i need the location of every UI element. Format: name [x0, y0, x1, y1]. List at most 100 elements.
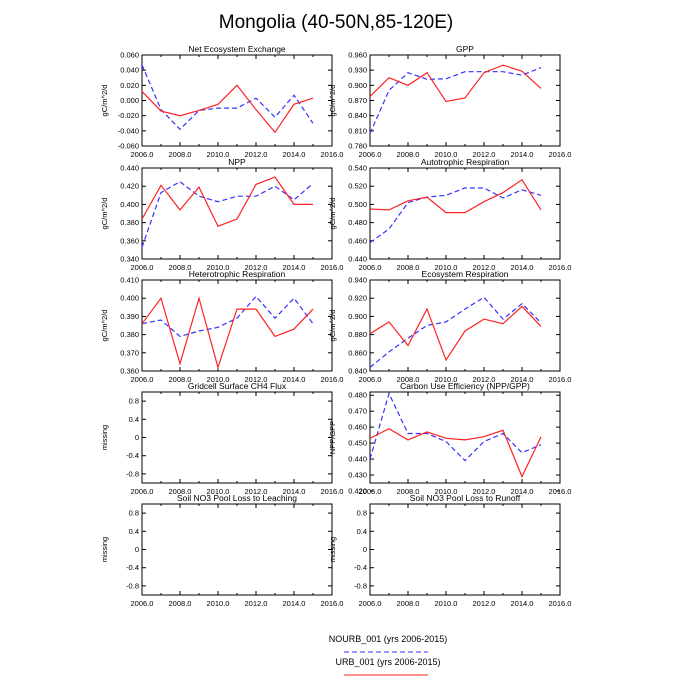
x-tick-label: 2010.0: [435, 263, 458, 272]
y-tick-label: 0.8: [129, 509, 139, 518]
x-tick-label: 2010.0: [207, 599, 230, 608]
panel-8: Soil NO3 Pool Loss to Leaching 2006.0 2008…: [100, 493, 343, 608]
x-tick-label: 2016.0: [549, 150, 572, 159]
plot-frame: [141, 503, 333, 596]
panel-2: NPP 2006.0 2008.0 2010.0 2012.0 2014.0 2016.0 0…: [100, 157, 343, 272]
x-tick-label: 2006.0: [131, 487, 154, 496]
y-tick-label: 0.360: [120, 367, 139, 376]
panel-4: Heterotrophic Respiration 2006.0 2008.0 201…: [100, 269, 343, 384]
y-tick-label: 0.4: [129, 415, 139, 424]
x-tick-label: 2012.0: [245, 375, 268, 384]
y-tick-label: 0.840: [348, 367, 367, 376]
y-tick-label: 0.400: [120, 294, 139, 303]
x-tick-label: 2014.0: [283, 150, 306, 159]
panel-title: Autotrophic Respiration: [421, 157, 510, 167]
series-nourb-line: [369, 391, 542, 462]
series-nourb-line: [141, 64, 314, 131]
y-tick-label: 0.810: [348, 126, 367, 135]
x-tick-label: 2012.0: [245, 599, 268, 608]
x-tick-label: 2010.0: [207, 487, 230, 496]
y-tick-label: 0.380: [120, 218, 139, 227]
panel-title: Net Ecosystem Exchange: [188, 44, 286, 54]
series-urb-line: [141, 84, 314, 134]
x-tick-label: 2008.0: [397, 487, 420, 496]
y-tick-label: -0.4: [126, 563, 139, 572]
y-axis-label: gC/m^2/d: [328, 310, 337, 342]
x-tick-label: 2014.0: [511, 150, 534, 159]
y-tick-label: 0: [135, 545, 139, 554]
plot-frame: [369, 167, 561, 260]
series-urb-line: [369, 178, 542, 214]
y-tick-label: 0.000: [120, 96, 139, 105]
panel-title: Soil NO3 Pool Loss to Runoff: [410, 493, 521, 503]
plot-frame: [369, 391, 561, 484]
y-tick-label: 0.400: [120, 200, 139, 209]
series-nourb-line: [141, 295, 314, 338]
x-tick-label: 2012.0: [245, 487, 268, 496]
x-tick-label: 2014.0: [511, 487, 534, 496]
y-tick-label: 0.420: [120, 182, 139, 191]
panel-title: NPP: [228, 157, 246, 167]
y-tick-label: 0.420: [348, 486, 367, 495]
y-axis-label: gC/m^2/d: [100, 198, 109, 230]
y-tick-label: 0.4: [357, 527, 367, 536]
series-urb-line: [141, 176, 313, 227]
y-tick-label: 0.430: [348, 471, 367, 480]
y-axis-label: missing: [100, 537, 109, 562]
y-tick-label: 0.440: [348, 455, 367, 464]
x-tick-label: 2014.0: [283, 487, 306, 496]
y-tick-label: 0.900: [348, 81, 367, 90]
y-tick-label: 0.930: [348, 66, 367, 75]
panel-title: Heterotrophic Respiration: [189, 269, 286, 279]
series-urb-line: [369, 64, 542, 103]
x-tick-label: 2010.0: [207, 263, 230, 272]
panel-1: GPP 2006.0 2008.0 2010.0 2012.0 2014.0 2016.0 0…: [328, 44, 571, 159]
y-tick-label: 0: [135, 433, 139, 442]
y-tick-label: 0.340: [120, 255, 139, 264]
y-tick-label: 0: [363, 545, 367, 554]
series-nourb-line: [369, 296, 542, 368]
y-axis-label: missing: [328, 537, 337, 562]
panel-title: Soil NO3 Pool Loss to Leaching: [177, 493, 297, 503]
y-tick-label: -0.020: [118, 111, 139, 120]
plot-frame: [369, 54, 561, 147]
y-tick-label: 0.8: [129, 397, 139, 406]
plot-frame: [141, 279, 333, 372]
panel-6: Gridcell Surface CH4 Flux 2006.0 2008.0 201…: [100, 381, 343, 496]
y-tick-label: 0.500: [348, 200, 367, 209]
x-tick-label: 2012.0: [473, 263, 496, 272]
y-tick-label: -0.060: [118, 142, 139, 151]
y-tick-label: 0.370: [120, 348, 139, 357]
y-tick-label: 0.520: [348, 182, 367, 191]
x-tick-label: 2008.0: [397, 150, 420, 159]
x-tick-label: 2014.0: [511, 263, 534, 272]
plot-frame: [369, 503, 561, 596]
x-tick-label: 2006.0: [359, 150, 382, 159]
x-tick-label: 2014.0: [283, 599, 306, 608]
x-tick-label: 2016.0: [321, 375, 344, 384]
y-tick-label: 0.440: [348, 255, 367, 264]
plot-frame: [369, 279, 561, 372]
x-tick-label: 2016.0: [321, 487, 344, 496]
x-tick-label: 2006.0: [359, 487, 382, 496]
x-tick-label: 2006.0: [131, 263, 154, 272]
y-tick-label: 0.380: [120, 330, 139, 339]
series-nourb-line: [141, 180, 314, 248]
y-axis-label: gC/m^2/d: [328, 198, 337, 230]
y-tick-label: 0.8: [357, 509, 367, 518]
y-tick-label: 0.900: [348, 312, 367, 321]
series-urb-line: [369, 428, 542, 479]
series-nourb-line: [369, 187, 542, 244]
y-tick-label: 0.920: [348, 294, 367, 303]
x-tick-label: 2012.0: [473, 487, 496, 496]
x-tick-label: 2016.0: [549, 375, 572, 384]
y-tick-label: 0.450: [348, 439, 367, 448]
y-tick-label: -0.8: [354, 581, 367, 590]
plot-frame: [141, 54, 333, 147]
legend-label-urb: URB_001 (yrs 2006-2015): [335, 657, 440, 667]
panel-9: Soil NO3 Pool Loss to Runoff 2006.0 2008.0…: [328, 493, 571, 608]
x-tick-label: 2008.0: [397, 375, 420, 384]
x-tick-label: 2016.0: [549, 487, 572, 496]
y-tick-label: -0.040: [118, 126, 139, 135]
